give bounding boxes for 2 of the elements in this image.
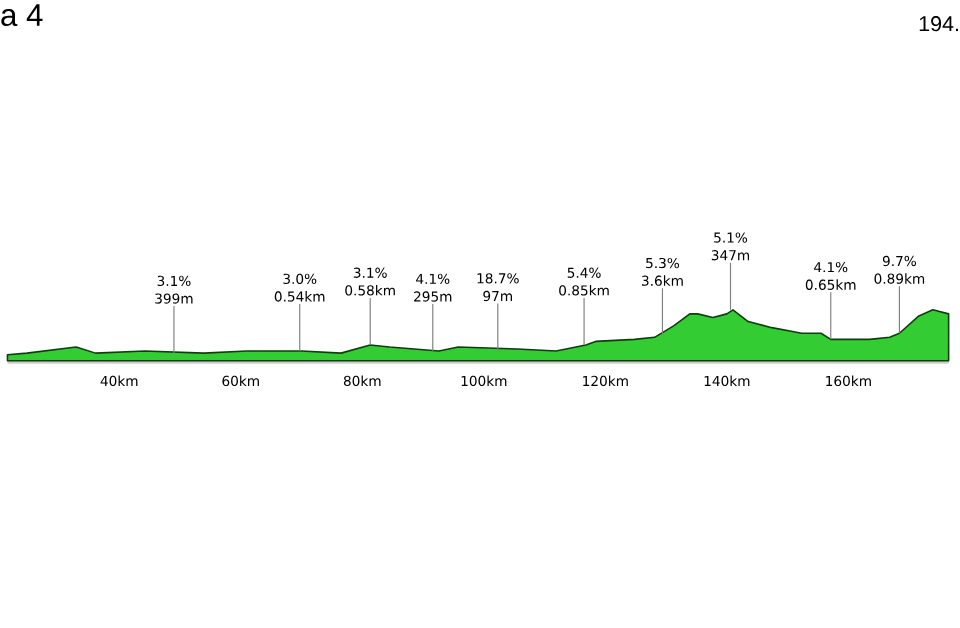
chart-title: a 4 [1, 4, 43, 27]
text: 194. [919, 16, 959, 32]
